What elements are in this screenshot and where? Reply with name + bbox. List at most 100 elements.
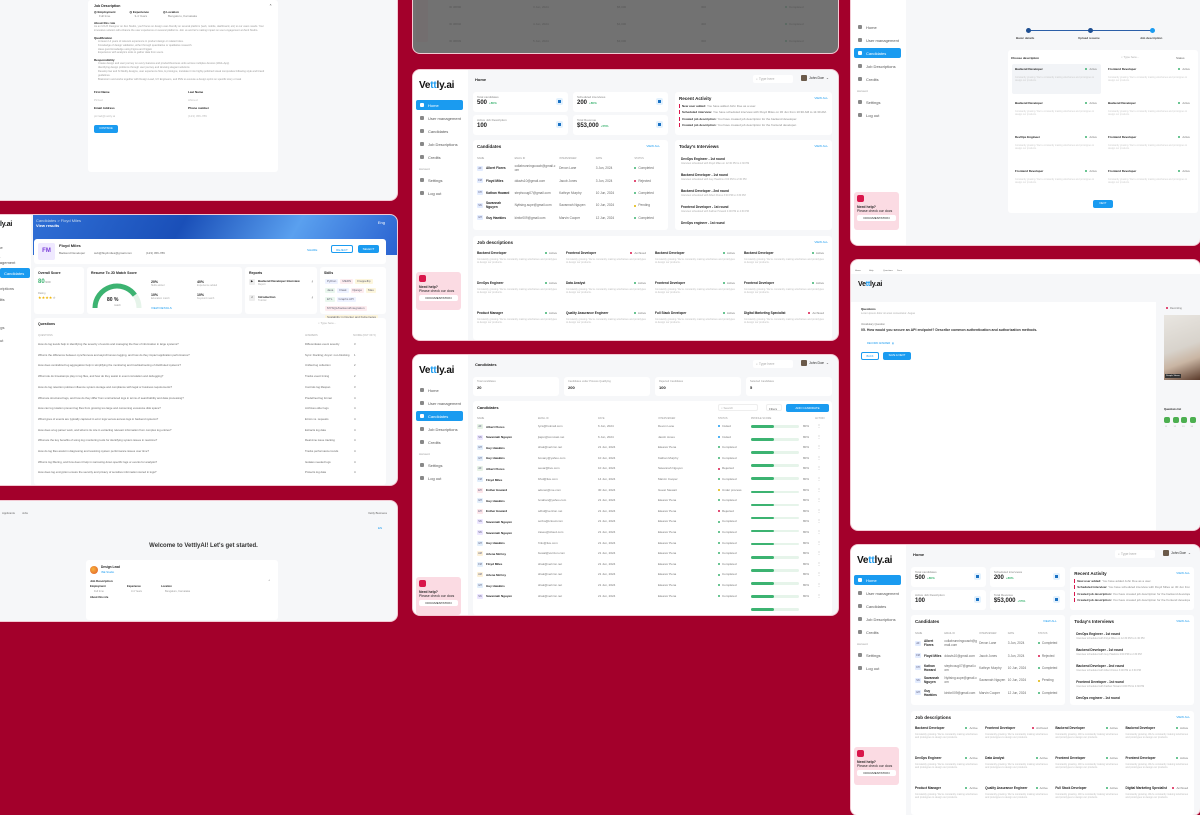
more-options-icon[interactable]: ⋮ [817,529,821,534]
select-button[interactable]: SELECT [358,245,379,253]
sidebar-item-4[interactable]: Credits [0,294,18,304]
view-all-link[interactable]: VIEW ALL [814,240,828,244]
status-dropdown[interactable]: Status [1176,56,1185,60]
question-text[interactable]: What are the key benefits of using log m… [38,438,300,442]
question-status-dot[interactable] [1181,417,1187,423]
sidebar-item-settings[interactable]: Settings [416,175,463,185]
sidebar-item-1[interactable]: User management [0,255,18,265]
documentation-button[interactable]: DOCUMENTATION [857,215,896,221]
sidebar-item-settings[interactable]: Settings [854,97,901,107]
more-options-icon[interactable]: ⋮ [817,508,821,513]
download-icon[interactable]: ⤓ [312,295,313,302]
more-options-icon[interactable]: ⋮ [817,423,821,428]
sidebar-item-log-out[interactable]: Log out [416,473,463,483]
more-options-icon[interactable]: ⋮ [817,465,821,470]
more-options-icon[interactable]: ⋮ [817,487,821,492]
sidebar-item-log-out[interactable]: Log out [416,188,463,198]
question-status-dot[interactable] [1164,417,1170,423]
more-options-icon[interactable]: ⋮ [817,476,821,481]
chevron-up-icon[interactable]: ⌃ [268,579,271,583]
download-icon[interactable]: ⤓ [312,279,313,286]
sidebar-item-candidates[interactable]: Candidates [854,601,901,611]
top-tab[interactable]: Help [869,270,874,272]
sidebar-item-settings[interactable]: Settings [416,460,463,470]
next-button[interactable]: NEXT [1093,200,1113,208]
back-button[interactable]: BACK [861,352,879,360]
search-input[interactable]: ⌕ Type here [753,360,793,368]
question-status-dot[interactable] [1173,417,1179,423]
question-text[interactable]: What is the difference between synchrono… [38,353,300,357]
question-text[interactable]: How does centralized log aggregation hel… [38,363,300,367]
question-text[interactable]: How do log levels help in identifying th… [38,342,300,346]
view-all-link[interactable]: VIEW ALL [1176,619,1190,623]
view-all-link[interactable]: VIEW ALL [814,144,828,148]
search-input[interactable]: ⌕ Type here [1115,550,1155,558]
user-menu[interactable]: John Doe⌄ [1163,550,1191,556]
company-name[interactable]: ISE Studio [101,570,114,574]
top-tab[interactable]: Home [855,270,861,272]
sidebar-item-2[interactable]: Candidates [0,268,30,278]
view-all-link[interactable]: VIEW ALL [1176,715,1190,719]
share-button[interactable]: SHARE [307,248,317,252]
top-tab[interactable]: Jobs [22,511,28,515]
view-results-link[interactable]: View results [36,223,59,228]
add-candidate-button[interactable]: ADD CANDIDATE [786,404,829,412]
filters-dropdown[interactable]: Filters [766,404,782,411]
question-text[interactable]: What is log filtering, and how does it h… [38,460,300,464]
language-menu[interactable]: Eng [378,220,385,225]
sidebar-item-log-out[interactable]: Log out [854,663,901,673]
sidebar-item-candidates[interactable]: Candidates [416,411,463,421]
sidebar-item-settings[interactable]: Settings [854,650,901,660]
question-text[interactable]: How do log files assist in diagnosing an… [38,449,300,453]
question-text[interactable]: How do log retention policies influence … [38,385,300,389]
record-answer-button[interactable]: RECORD ANSWER▮ [867,342,894,345]
sidebar-item-job-descriptions[interactable]: Job Descriptions [854,614,901,624]
documentation-button[interactable]: DOCUMENTATION [419,295,458,301]
search-input[interactable]: ⌕ Type here [753,75,793,83]
sidebar-item-credits[interactable]: Credits [416,437,463,447]
sidebar-item-log-out[interactable]: Log out [854,110,901,120]
view-all-link[interactable]: VIEW ALL [1043,619,1057,623]
save-next-button[interactable]: SAVE & NEXT [883,352,911,360]
more-options-icon[interactable]: ⋮ [817,434,821,439]
more-options-icon[interactable]: ⋮ [817,582,821,587]
